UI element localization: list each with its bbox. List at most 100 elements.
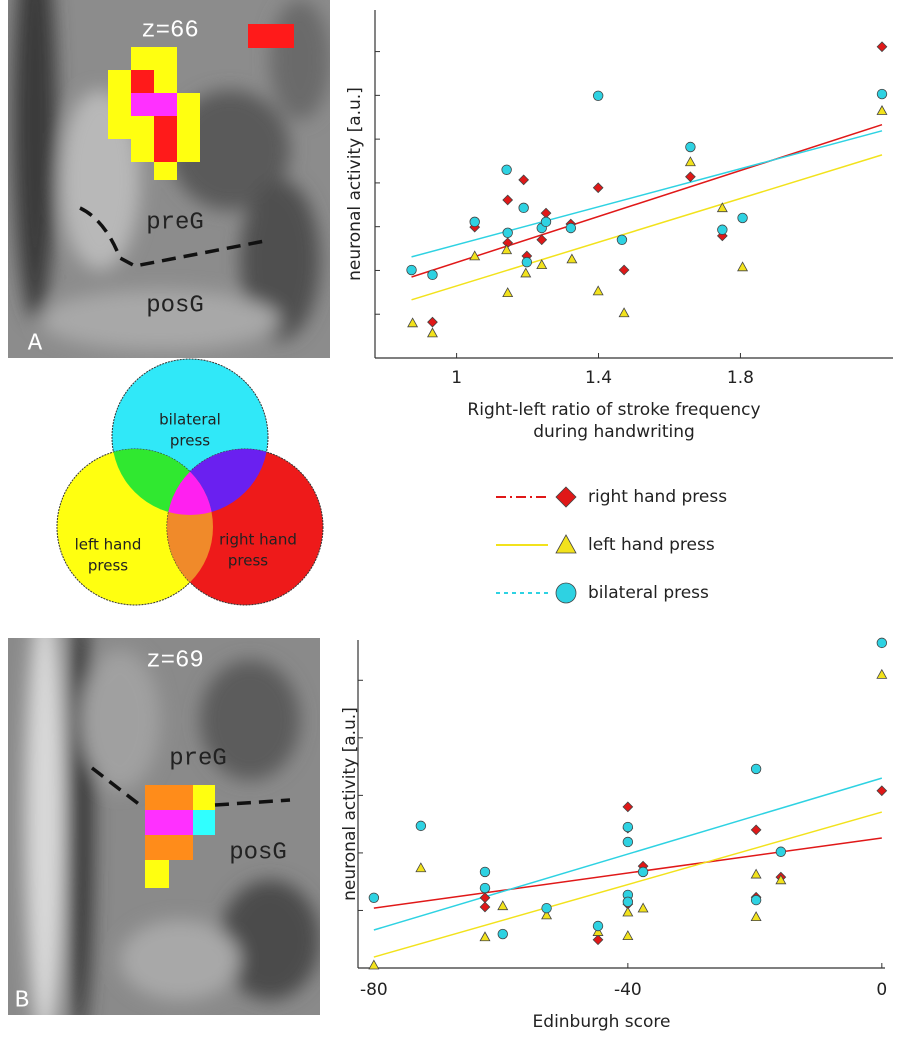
panel-label: B <box>15 987 29 1014</box>
triangle-marker <box>502 245 512 254</box>
diamond-marker <box>877 786 887 796</box>
x-axis-label: during handwriting <box>533 422 695 442</box>
circle-marker <box>617 235 627 245</box>
fit-line <box>412 155 882 300</box>
triangle-marker <box>416 863 426 872</box>
triangle-marker <box>686 157 696 166</box>
triangle-marker <box>503 288 513 297</box>
diamond-marker <box>593 935 603 945</box>
figure: z=66 preG posG A z=69 preG posG B bilate… <box>0 0 899 1033</box>
circle-marker <box>623 897 633 907</box>
x-tick-label: -80 <box>360 980 388 1000</box>
diamond-marker <box>877 42 887 52</box>
circle-marker <box>877 638 887 648</box>
region-label: posG <box>229 839 287 866</box>
circle-marker <box>407 265 417 275</box>
triangle-marker <box>428 328 438 337</box>
venn-label: press <box>228 552 268 570</box>
x-tick-label: -40 <box>614 980 642 1000</box>
triangle-marker <box>619 308 629 317</box>
triangle-marker <box>408 318 418 327</box>
diamond-marker <box>480 902 490 912</box>
circle-marker <box>498 929 508 939</box>
circle-marker <box>369 893 379 903</box>
y-axis-label: neuronal activity [a.u.] <box>340 707 360 901</box>
brain-slice-a: z=66 preG posG A <box>8 0 330 358</box>
legend-label: bilateral press <box>588 583 709 603</box>
circle-marker <box>686 142 696 152</box>
diamond-marker <box>623 802 633 812</box>
circle-marker <box>877 89 887 99</box>
triangle-marker <box>593 286 603 295</box>
diamond-marker <box>619 265 629 275</box>
venn-diagram: bilateral press left hand press right ha… <box>57 359 323 605</box>
triangle-marker <box>498 901 508 910</box>
x-tick-label: 1.8 <box>727 368 754 388</box>
circle-marker <box>519 203 529 213</box>
circle-marker <box>480 867 490 877</box>
circle-marker <box>751 895 761 905</box>
diamond-marker <box>686 172 696 182</box>
triangle-marker <box>623 907 633 916</box>
fit-line <box>412 125 882 277</box>
brain-slice-b: z=69 preG posG B <box>8 600 320 1033</box>
triangle-marker <box>877 670 887 679</box>
legend-label: right hand press <box>588 487 727 507</box>
diamond-marker <box>541 208 551 218</box>
venn-label: press <box>88 557 128 575</box>
venn-label: left hand <box>75 536 142 554</box>
circle-marker <box>542 903 552 913</box>
circle-marker <box>541 217 551 227</box>
circle-marker <box>593 921 603 931</box>
x-tick-label: 0 <box>876 980 887 1000</box>
plots: 11.41.8neuronal activity [a.u.]Right-lef… <box>340 10 893 1032</box>
circle-marker <box>751 764 761 774</box>
circle-marker <box>522 257 532 267</box>
triangle-marker <box>751 869 761 878</box>
circle-marker <box>428 270 438 280</box>
circle-marker <box>556 583 576 603</box>
triangle-marker <box>738 262 748 271</box>
triangle-marker <box>877 106 887 115</box>
fit-line <box>412 131 882 257</box>
circle-marker <box>470 217 480 227</box>
x-tick-label: 1 <box>451 368 462 388</box>
triangle-marker <box>623 931 633 940</box>
circle-marker <box>638 867 648 877</box>
region-label: preG <box>146 209 204 236</box>
region-label: preG <box>169 745 227 772</box>
circle-marker <box>623 837 633 847</box>
circle-marker <box>776 847 786 857</box>
venn-label: bilateral <box>159 411 221 429</box>
triangle-marker <box>556 535 576 553</box>
panel-label: A <box>28 330 43 357</box>
circle-marker <box>503 228 513 238</box>
triangle-marker <box>638 903 648 912</box>
triangle-marker <box>480 932 490 941</box>
venn-label: press <box>170 432 210 450</box>
x-axis-label: Right-left ratio of stroke frequency <box>467 400 760 420</box>
circle-marker <box>416 821 426 831</box>
diamond-marker <box>519 175 529 185</box>
x-axis-label: Edinburgh score <box>533 1012 671 1032</box>
triangle-marker <box>567 254 577 263</box>
venn-label: right hand <box>219 531 297 549</box>
diamond-marker <box>593 183 603 193</box>
triangle-marker <box>751 912 761 921</box>
diamond-marker <box>503 195 513 205</box>
diamond-marker <box>480 893 490 903</box>
circle-marker <box>502 165 512 175</box>
region-label: posG <box>146 292 204 319</box>
circle-marker <box>738 213 748 223</box>
slice-label: z=69 <box>146 647 204 674</box>
circle-marker <box>593 91 603 101</box>
diamond-marker <box>751 825 761 835</box>
diamond-marker <box>556 487 576 507</box>
circle-marker <box>480 883 490 893</box>
triangle-marker <box>521 268 531 277</box>
circle-marker <box>566 223 576 233</box>
circle-marker <box>718 225 728 235</box>
circle-marker <box>623 822 633 832</box>
legend-label: left hand press <box>588 535 715 555</box>
diamond-marker <box>428 317 438 327</box>
